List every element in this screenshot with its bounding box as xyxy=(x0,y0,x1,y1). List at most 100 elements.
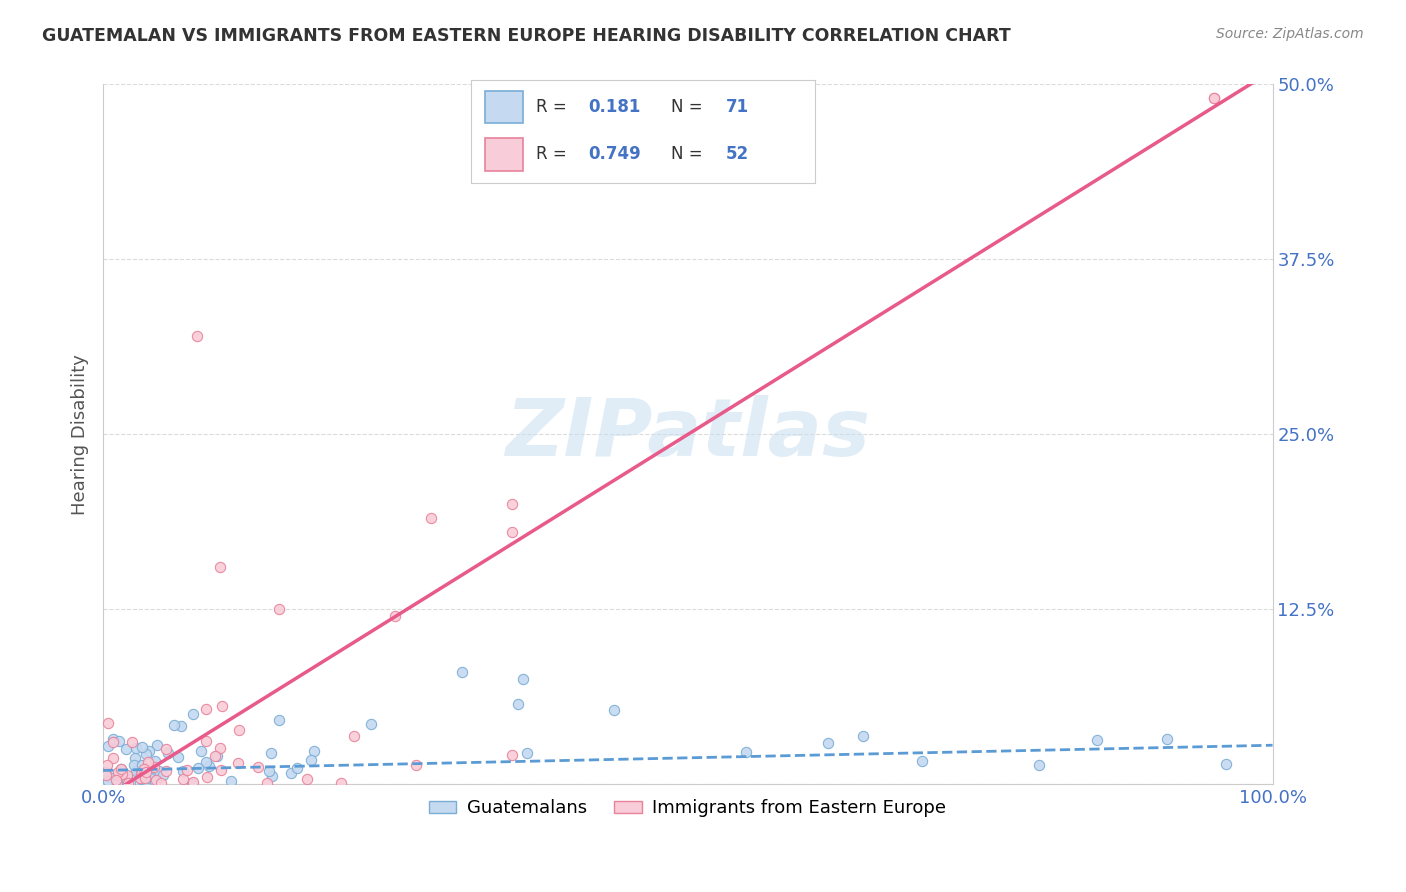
Point xyxy=(104,773,127,788)
Point xyxy=(508,698,530,712)
Point xyxy=(176,764,198,778)
Point xyxy=(384,609,406,624)
Point xyxy=(136,755,159,769)
Point xyxy=(122,758,145,772)
Point xyxy=(285,761,308,775)
Point xyxy=(219,774,242,789)
Point xyxy=(181,775,204,789)
Point xyxy=(110,762,132,776)
Point xyxy=(135,747,157,762)
Point xyxy=(516,746,538,760)
Point xyxy=(195,702,218,716)
Text: 71: 71 xyxy=(725,98,749,116)
Point xyxy=(852,729,875,743)
Point xyxy=(156,746,179,760)
Point xyxy=(146,738,169,752)
Point xyxy=(297,772,319,787)
Point xyxy=(110,762,132,776)
Point xyxy=(911,754,934,768)
Point xyxy=(267,602,290,616)
Point xyxy=(101,731,124,746)
Point xyxy=(136,776,159,790)
Point xyxy=(451,665,474,680)
Point xyxy=(96,768,118,782)
Point xyxy=(603,703,626,717)
Point xyxy=(155,764,177,778)
Point xyxy=(228,723,250,738)
Point xyxy=(108,770,131,784)
Point xyxy=(167,750,190,764)
Point xyxy=(211,699,233,714)
Text: R =: R = xyxy=(537,145,572,163)
Point xyxy=(117,776,139,790)
Point xyxy=(207,749,229,764)
Point xyxy=(501,525,523,540)
Point xyxy=(97,774,120,789)
Point xyxy=(131,740,153,755)
Point xyxy=(107,765,129,780)
Point xyxy=(129,772,152,786)
Point xyxy=(124,741,146,756)
Text: 0.749: 0.749 xyxy=(588,145,641,163)
Point xyxy=(114,774,136,789)
Point xyxy=(143,754,166,768)
Point xyxy=(141,764,163,778)
Point xyxy=(280,766,302,780)
Point xyxy=(152,768,174,782)
Point xyxy=(1028,757,1050,772)
Point xyxy=(155,742,177,756)
Point xyxy=(118,776,141,790)
Point xyxy=(343,729,366,743)
Point xyxy=(181,707,204,722)
Point xyxy=(512,673,534,687)
Text: 0.181: 0.181 xyxy=(588,98,641,116)
Point xyxy=(94,764,117,779)
Point xyxy=(111,767,134,781)
Point xyxy=(299,753,322,767)
Point xyxy=(267,713,290,727)
Point xyxy=(260,746,283,760)
Legend: Guatemalans, Immigrants from Eastern Europe: Guatemalans, Immigrants from Eastern Eur… xyxy=(422,792,953,824)
Point xyxy=(172,772,194,786)
Point xyxy=(209,764,232,778)
Point xyxy=(186,329,208,343)
Point xyxy=(124,751,146,765)
Point xyxy=(209,560,232,574)
Point xyxy=(405,758,427,772)
Point xyxy=(97,715,120,730)
Point xyxy=(163,717,186,731)
Point xyxy=(125,764,148,778)
Point xyxy=(1202,91,1225,105)
Point xyxy=(260,769,283,783)
Point xyxy=(134,765,156,780)
Point xyxy=(501,498,523,512)
Point xyxy=(125,764,148,778)
Text: 52: 52 xyxy=(725,145,749,163)
Point xyxy=(101,735,124,749)
Point xyxy=(194,734,217,748)
FancyBboxPatch shape xyxy=(485,137,523,170)
Point xyxy=(134,773,156,788)
Point xyxy=(132,762,155,776)
Point xyxy=(209,740,232,755)
Point xyxy=(329,776,352,790)
Point xyxy=(1202,91,1225,105)
Point xyxy=(259,764,281,779)
Point xyxy=(132,772,155,786)
Point xyxy=(360,716,382,731)
Text: R =: R = xyxy=(537,98,572,116)
Point xyxy=(108,767,131,781)
Y-axis label: Hearing Disability: Hearing Disability xyxy=(72,354,89,515)
Point xyxy=(139,771,162,785)
Text: N =: N = xyxy=(671,98,707,116)
Point xyxy=(97,739,120,753)
Point xyxy=(121,735,143,749)
Point xyxy=(143,774,166,789)
Point xyxy=(187,761,209,775)
Point xyxy=(131,757,153,772)
Point xyxy=(134,771,156,785)
Point xyxy=(96,758,118,772)
Point xyxy=(246,760,269,774)
FancyBboxPatch shape xyxy=(485,91,523,123)
Point xyxy=(135,765,157,780)
